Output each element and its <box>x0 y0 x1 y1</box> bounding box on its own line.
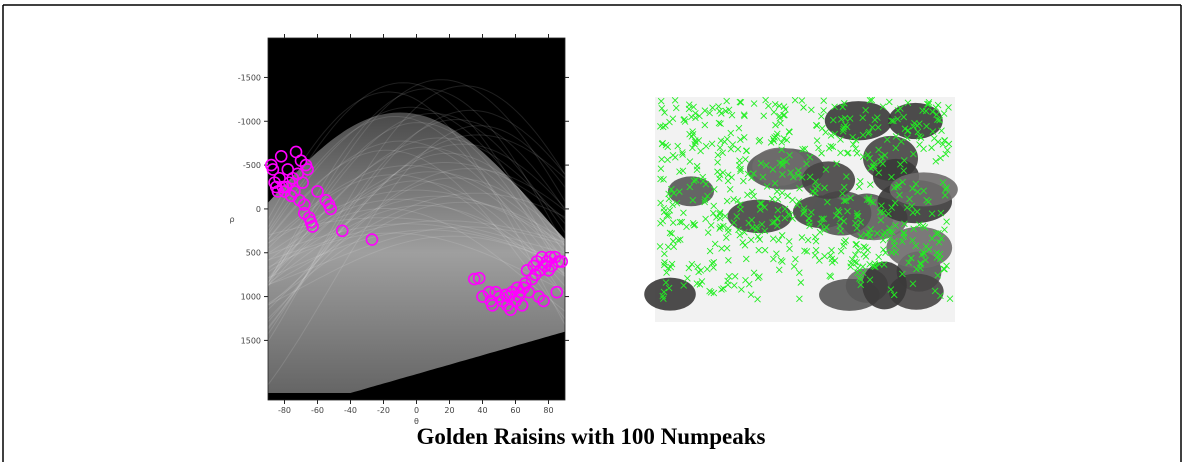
y-tick-label: 1000 <box>241 293 261 302</box>
y-axis-label: ρ <box>229 215 234 224</box>
raisin <box>862 262 906 310</box>
x-tick-label: 40 <box>477 406 487 415</box>
hough-plot <box>265 38 569 400</box>
x-tick-label: -60 <box>311 406 324 415</box>
x-tick-label: 0 <box>414 406 419 415</box>
x-tick-label: -20 <box>377 406 390 415</box>
caption: Golden Raisins with 100 Numpeaks <box>417 424 766 449</box>
raisin <box>644 278 696 311</box>
y-tick-label: 1500 <box>241 336 261 345</box>
page-border <box>3 5 1181 462</box>
x-tick-label: -80 <box>278 406 291 415</box>
y-tick-label: 0 <box>256 205 261 214</box>
y-tick-label: 500 <box>246 249 261 258</box>
y-tick-label: -1500 <box>238 73 261 82</box>
figure-page: -1500 -1000 -500 0 500 1000 1500 -80 -60 -40 -20 0 2… <box>0 0 1184 462</box>
x-tick-label: -40 <box>344 406 357 415</box>
x-tick-label: 80 <box>543 406 553 415</box>
y-tick-label: -500 <box>243 161 261 170</box>
x-tick-label: 20 <box>444 406 454 415</box>
y-tick-label: -1000 <box>238 117 261 126</box>
raisin-image <box>644 97 958 322</box>
x-tick-label: 60 <box>510 406 520 415</box>
